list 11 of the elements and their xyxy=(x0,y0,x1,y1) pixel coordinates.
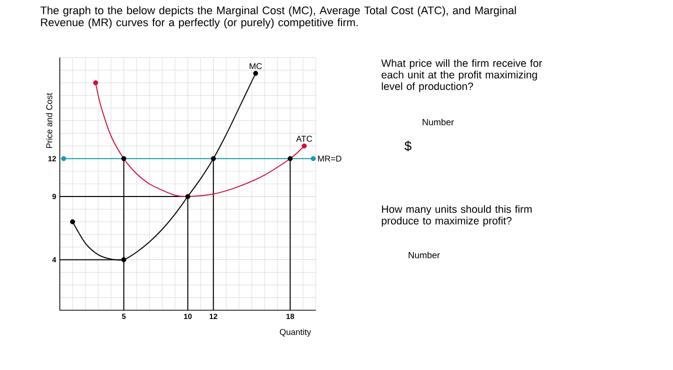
text: Number xyxy=(422,118,454,126)
text: $ xyxy=(404,140,412,152)
x-axis-title: Quantity xyxy=(280,328,312,337)
series-label: MC xyxy=(250,63,262,70)
chart-title: The graph to the below depicts the Marginal Cost (MC), Average Total Cost (ATC), and Marginal Revenue (MR) curves for a perfectly (or purely) competitive firm. xyxy=(40,6,516,28)
text: What price will the firm receive for each unit at the profit maximizing level of production? xyxy=(381,59,542,92)
text: How many units should this firm produce to maximize profit? xyxy=(382,205,532,227)
text: Number xyxy=(408,252,440,258)
series-label: MR=D xyxy=(318,156,342,162)
y-axis-title: Price and Cost xyxy=(46,92,52,148)
series-label: ATC xyxy=(296,136,312,142)
